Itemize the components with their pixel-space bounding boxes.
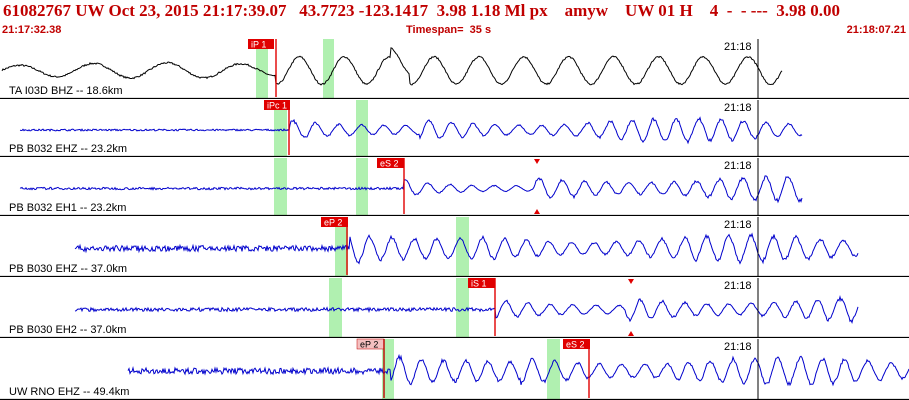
- amplitude-window: [547, 339, 560, 399]
- pick-label: iS 1: [471, 279, 487, 289]
- amplitude-window: [329, 278, 342, 337]
- time-mark-label: 21:18: [724, 41, 752, 53]
- waveform-trace: [1, 47, 783, 86]
- seismogram-panel[interactable]: eP 2 eS 2 21:18 UW RNO EHZ -- 49.4km: [0, 338, 909, 400]
- pick-label: iP 1: [251, 40, 266, 50]
- pick-flag[interactable]: [321, 217, 348, 227]
- channel-label: UW RNO EHZ -- 49.4km: [9, 386, 129, 398]
- arrival-marker-bottom: [628, 331, 634, 336]
- pick-flag[interactable]: [563, 339, 590, 349]
- pick-flag[interactable]: [248, 39, 274, 49]
- seismogram-panel[interactable]: iP 1 21:18 TA I03D BHZ -- 18.6km: [0, 38, 909, 100]
- seismogram-panel[interactable]: eP 2 21:18 PB B030 EHZ -- 37.0km: [0, 216, 909, 278]
- pick-label: eP 2: [360, 340, 378, 350]
- channel-label: PB B032 EHZ -- 23.2km: [9, 143, 127, 155]
- waveform-panels[interactable]: iP 1 21:18 TA I03D BHZ -- 18.6km iPc 1 21:18…: [0, 38, 909, 400]
- time-mark-label: 21:18: [724, 341, 752, 353]
- waveform-trace: [19, 116, 803, 145]
- pick-label: eS 2: [380, 159, 399, 169]
- amplitude-window: [335, 217, 348, 276]
- seismogram-panel[interactable]: iPc 1 21:18 PB B032 EHZ -- 23.2km: [0, 99, 909, 158]
- channel-label: TA I03D BHZ -- 18.6km: [9, 85, 123, 97]
- pick-label: eS 2: [566, 340, 585, 350]
- panel-background: [0, 38, 909, 99]
- amplitude-window: [456, 217, 469, 276]
- pick-flag[interactable]: [468, 278, 495, 288]
- time-mark-label: 21:18: [724, 219, 752, 231]
- arrival-marker-top: [534, 159, 540, 164]
- seismogram-panel[interactable]: iS 1 21:18 PB B030 EH2 -- 37.0km: [0, 277, 909, 339]
- arrival-marker-bottom: [534, 209, 540, 214]
- channel-label: PB B030 EH2 -- 37.0km: [9, 324, 126, 336]
- time-mark-label: 21:18: [724, 160, 752, 172]
- event-summary-title: 61082767 UW Oct 23, 2015 21:17:39.07 43.…: [3, 1, 841, 20]
- channel-label: PB B032 EH1 -- 23.2km: [9, 202, 126, 214]
- amplitude-window: [274, 100, 287, 156]
- amplitude-window: [356, 100, 368, 156]
- waveform-trace: [19, 175, 803, 204]
- amplitude-window: [323, 39, 334, 98]
- channel-label: PB B030 EHZ -- 37.0km: [9, 263, 127, 275]
- panel-background: [0, 99, 909, 157]
- waveform-trace: [127, 353, 909, 387]
- header: 61082767 UW Oct 23, 2015 21:17:39.07 43.…: [0, 0, 909, 38]
- amplitude-window: [256, 39, 268, 98]
- pick-label: eP 2: [324, 218, 342, 228]
- waveform-trace: [74, 232, 859, 265]
- time-mark-label: 21:18: [724, 102, 752, 114]
- waveform-trace: [74, 294, 859, 325]
- timespan-label: Timespan= 35 s: [406, 24, 492, 36]
- panel-background: [0, 157, 909, 216]
- end-time: 21:18:07.21: [846, 24, 906, 36]
- arrival-marker-top: [628, 279, 634, 284]
- start-time: 21:17:32.38: [2, 24, 62, 36]
- amplitude-window: [456, 278, 469, 337]
- pick-flag[interactable]: [377, 158, 404, 168]
- seismogram-panel[interactable]: eS 2 21:18 PB B032 EH1 -- 23.2km: [0, 157, 909, 217]
- waveform-canvas[interactable]: iP 1 21:18 TA I03D BHZ -- 18.6km iPc 1 21:18…: [0, 38, 909, 400]
- time-mark-label: 21:18: [724, 280, 752, 292]
- amplitude-window: [274, 158, 287, 215]
- pick-label: iPc 1: [267, 101, 287, 111]
- pick-flag[interactable]: [264, 100, 290, 110]
